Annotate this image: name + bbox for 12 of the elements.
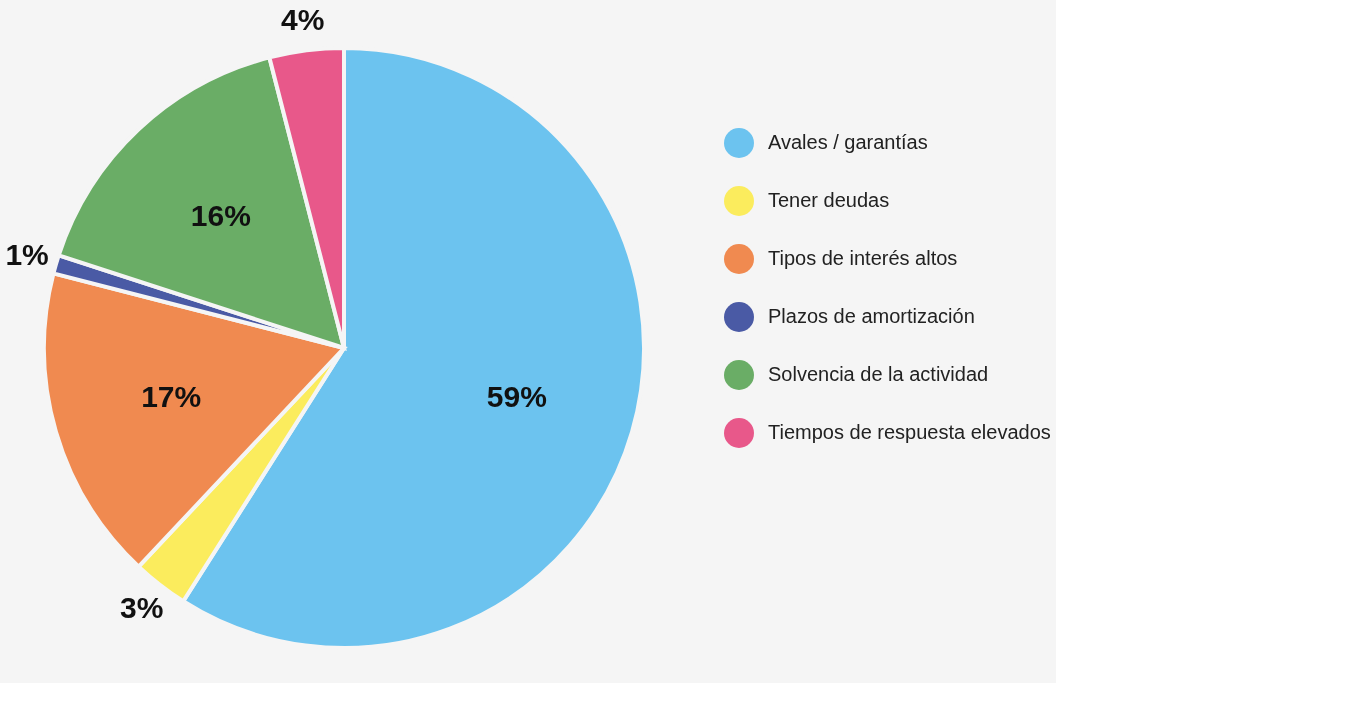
data-label: 16% <box>190 198 251 232</box>
legend-label: Plazos de amortización <box>768 305 975 327</box>
data-label: 17% <box>141 380 202 414</box>
legend-label: Solvencia de la actividad <box>768 363 989 385</box>
data-label: 59% <box>486 380 547 414</box>
legend-label: Tiempos de respuesta elevados <box>768 421 1051 443</box>
legend-label: Tipos de interés altos <box>768 247 958 269</box>
data-label: 4% <box>280 2 325 36</box>
data-label: 1% <box>5 237 49 271</box>
data-label: 3% <box>120 590 164 624</box>
legend-label: Avales / garantías <box>768 131 928 153</box>
legend-label: Tener deudas <box>768 189 890 211</box>
